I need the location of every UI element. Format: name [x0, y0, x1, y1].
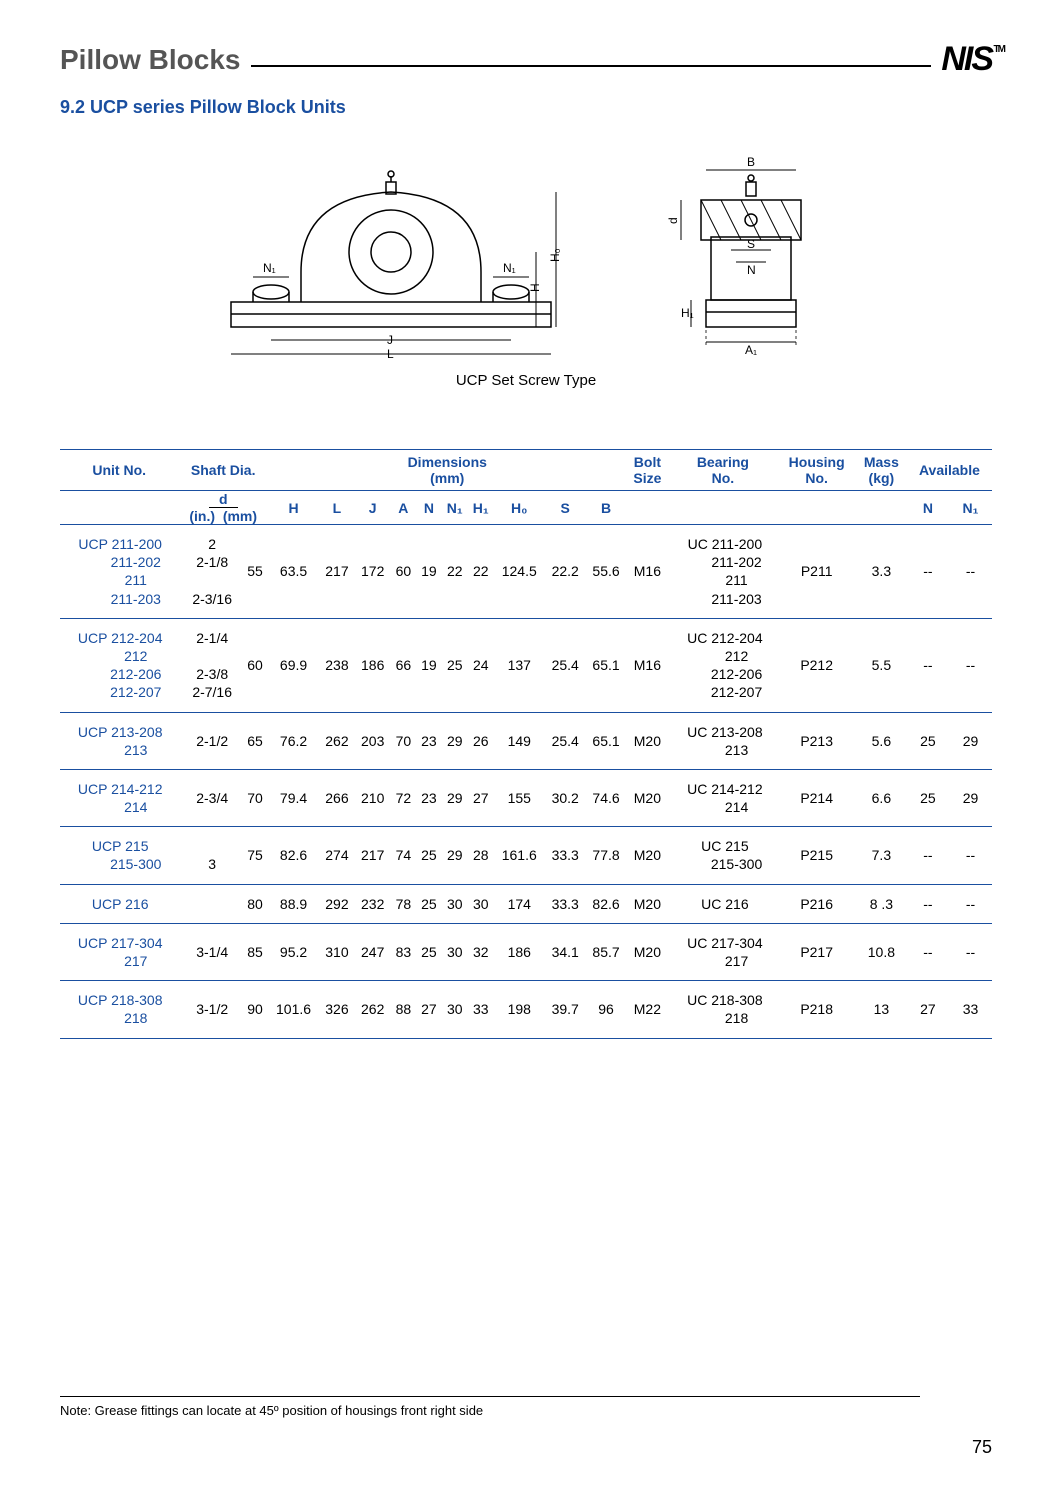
col-housing: Housing No.	[777, 450, 855, 491]
page-number: 75	[972, 1437, 992, 1458]
table-header-row-1: Unit No. Shaft Dia. Dimensions (mm) Bolt…	[60, 450, 992, 491]
col-shaft: Shaft Dia.	[178, 450, 268, 491]
table-row: UCP 2168088.92922327825303017433.382.6M2…	[60, 884, 992, 923]
svg-text:L: L	[387, 347, 394, 361]
table-row: UCP 215 215-300 37582.627421774252928161…	[60, 827, 992, 884]
table-header-row-2: d (in.) (mm) HL JA NN₁ H₁H₀ SB NN₁	[60, 491, 992, 525]
title-rule	[251, 53, 932, 67]
svg-text:B: B	[747, 155, 755, 169]
table-row: UCP 217-304 2173-1/48595.231024783253032…	[60, 923, 992, 980]
svg-text:A₁: A₁	[745, 343, 757, 357]
col-dims: Dimensions (mm)	[268, 450, 626, 491]
page-title: Pillow Blocks	[60, 44, 251, 76]
diagram-row: N₁ N₁ J L H H₀	[60, 142, 992, 362]
section-heading: 9.2 UCP series Pillow Block Units	[60, 97, 992, 118]
col-mass: Mass (kg)	[856, 450, 907, 491]
col-available: Available	[907, 450, 992, 491]
svg-text:N₁: N₁	[503, 261, 516, 275]
svg-text:d: d	[666, 217, 680, 224]
table-row: UCP 218-308 2183-1/290101.63262628827303…	[60, 981, 992, 1038]
svg-text:H₀: H₀	[548, 248, 562, 262]
col-bolt: Bolt Size	[626, 450, 668, 491]
svg-text:N₁: N₁	[263, 261, 276, 275]
table-row: UCP 213-208 2132-1/26576.226220370232926…	[60, 712, 992, 769]
page-header: Pillow Blocks NISTM	[60, 40, 992, 79]
table-row: UCP 214-212 2142-3/47079.426621072232927…	[60, 769, 992, 826]
table-row: UCP 211-200 211-202 211 211-2032 2-1/8 2…	[60, 525, 992, 619]
svg-text:J: J	[387, 333, 393, 347]
svg-text:S: S	[747, 237, 755, 251]
svg-text:H₁: H₁	[681, 306, 694, 320]
diagram-front: N₁ N₁ J L H H₀	[201, 142, 581, 362]
col-bearing: Bearing No.	[668, 450, 777, 491]
table-row: UCP 212-204 212 212-206 212-2072-1/4 2-3…	[60, 618, 992, 712]
svg-text:N: N	[747, 263, 756, 277]
svg-text:H: H	[528, 283, 542, 292]
spec-table: Unit No. Shaft Dia. Dimensions (mm) Bolt…	[60, 449, 992, 1039]
footnote: Note: Grease fittings can locate at 45º …	[60, 1396, 920, 1418]
col-unit: Unit No.	[60, 450, 178, 491]
diagram-caption: UCP Set Screw Type	[60, 372, 992, 389]
diagram-side: B d S N H₁ A₁	[651, 142, 851, 362]
brand-logo: NISTM	[931, 40, 992, 79]
